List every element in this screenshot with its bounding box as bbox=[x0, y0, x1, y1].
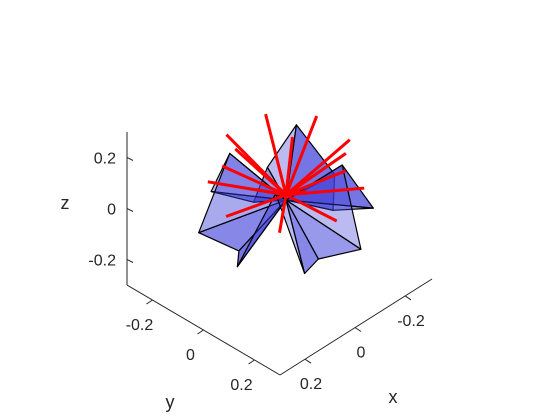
z-axis-label: z bbox=[61, 193, 70, 213]
z-tick-label: 0 bbox=[107, 202, 116, 219]
normal-vector bbox=[284, 115, 319, 196]
x-tick-label: -0.2 bbox=[397, 313, 425, 330]
normal-vector bbox=[264, 113, 288, 196]
z-tick-mark bbox=[126, 259, 134, 263]
y-tick-label: 0 bbox=[186, 347, 195, 364]
x-tick-mark bbox=[304, 358, 312, 364]
normal-vector bbox=[285, 169, 347, 197]
normal-vector bbox=[221, 164, 287, 197]
x-tick-mark bbox=[354, 327, 362, 332]
x-tick-mark bbox=[404, 295, 412, 301]
facets-surface bbox=[198, 124, 374, 275]
y-tick-mark bbox=[248, 359, 255, 365]
normal-vector bbox=[278, 194, 288, 234]
z-tick-label: 0.2 bbox=[94, 151, 116, 168]
normal-vector bbox=[285, 138, 351, 197]
x-axis-label: x bbox=[389, 387, 398, 407]
z-tick-mark bbox=[126, 208, 134, 212]
x-tick-label: 0.2 bbox=[300, 376, 322, 393]
y-tick-mark bbox=[146, 299, 153, 305]
normal-vector bbox=[284, 136, 294, 196]
z-tick-label: -0.2 bbox=[88, 253, 116, 270]
normal-vector bbox=[225, 193, 287, 218]
normal-vector bbox=[285, 193, 338, 223]
normal-vector bbox=[207, 180, 287, 197]
y-tick-label: 0.2 bbox=[230, 377, 252, 394]
y-tick-mark bbox=[197, 329, 204, 335]
x-tick-label: 0 bbox=[357, 345, 366, 362]
normal-vector bbox=[225, 133, 288, 196]
z-tick-mark bbox=[126, 157, 134, 161]
normal-vector bbox=[285, 186, 365, 197]
axis-ticks: -0.2 0 0.2 -0.2 0 0.2 -0.2 0 0.2 bbox=[88, 151, 424, 395]
y-tick-label: -0.2 bbox=[126, 317, 154, 334]
y-axis-label: y bbox=[166, 392, 175, 412]
normal-vectors bbox=[207, 113, 365, 234]
normal-vector bbox=[285, 152, 347, 197]
